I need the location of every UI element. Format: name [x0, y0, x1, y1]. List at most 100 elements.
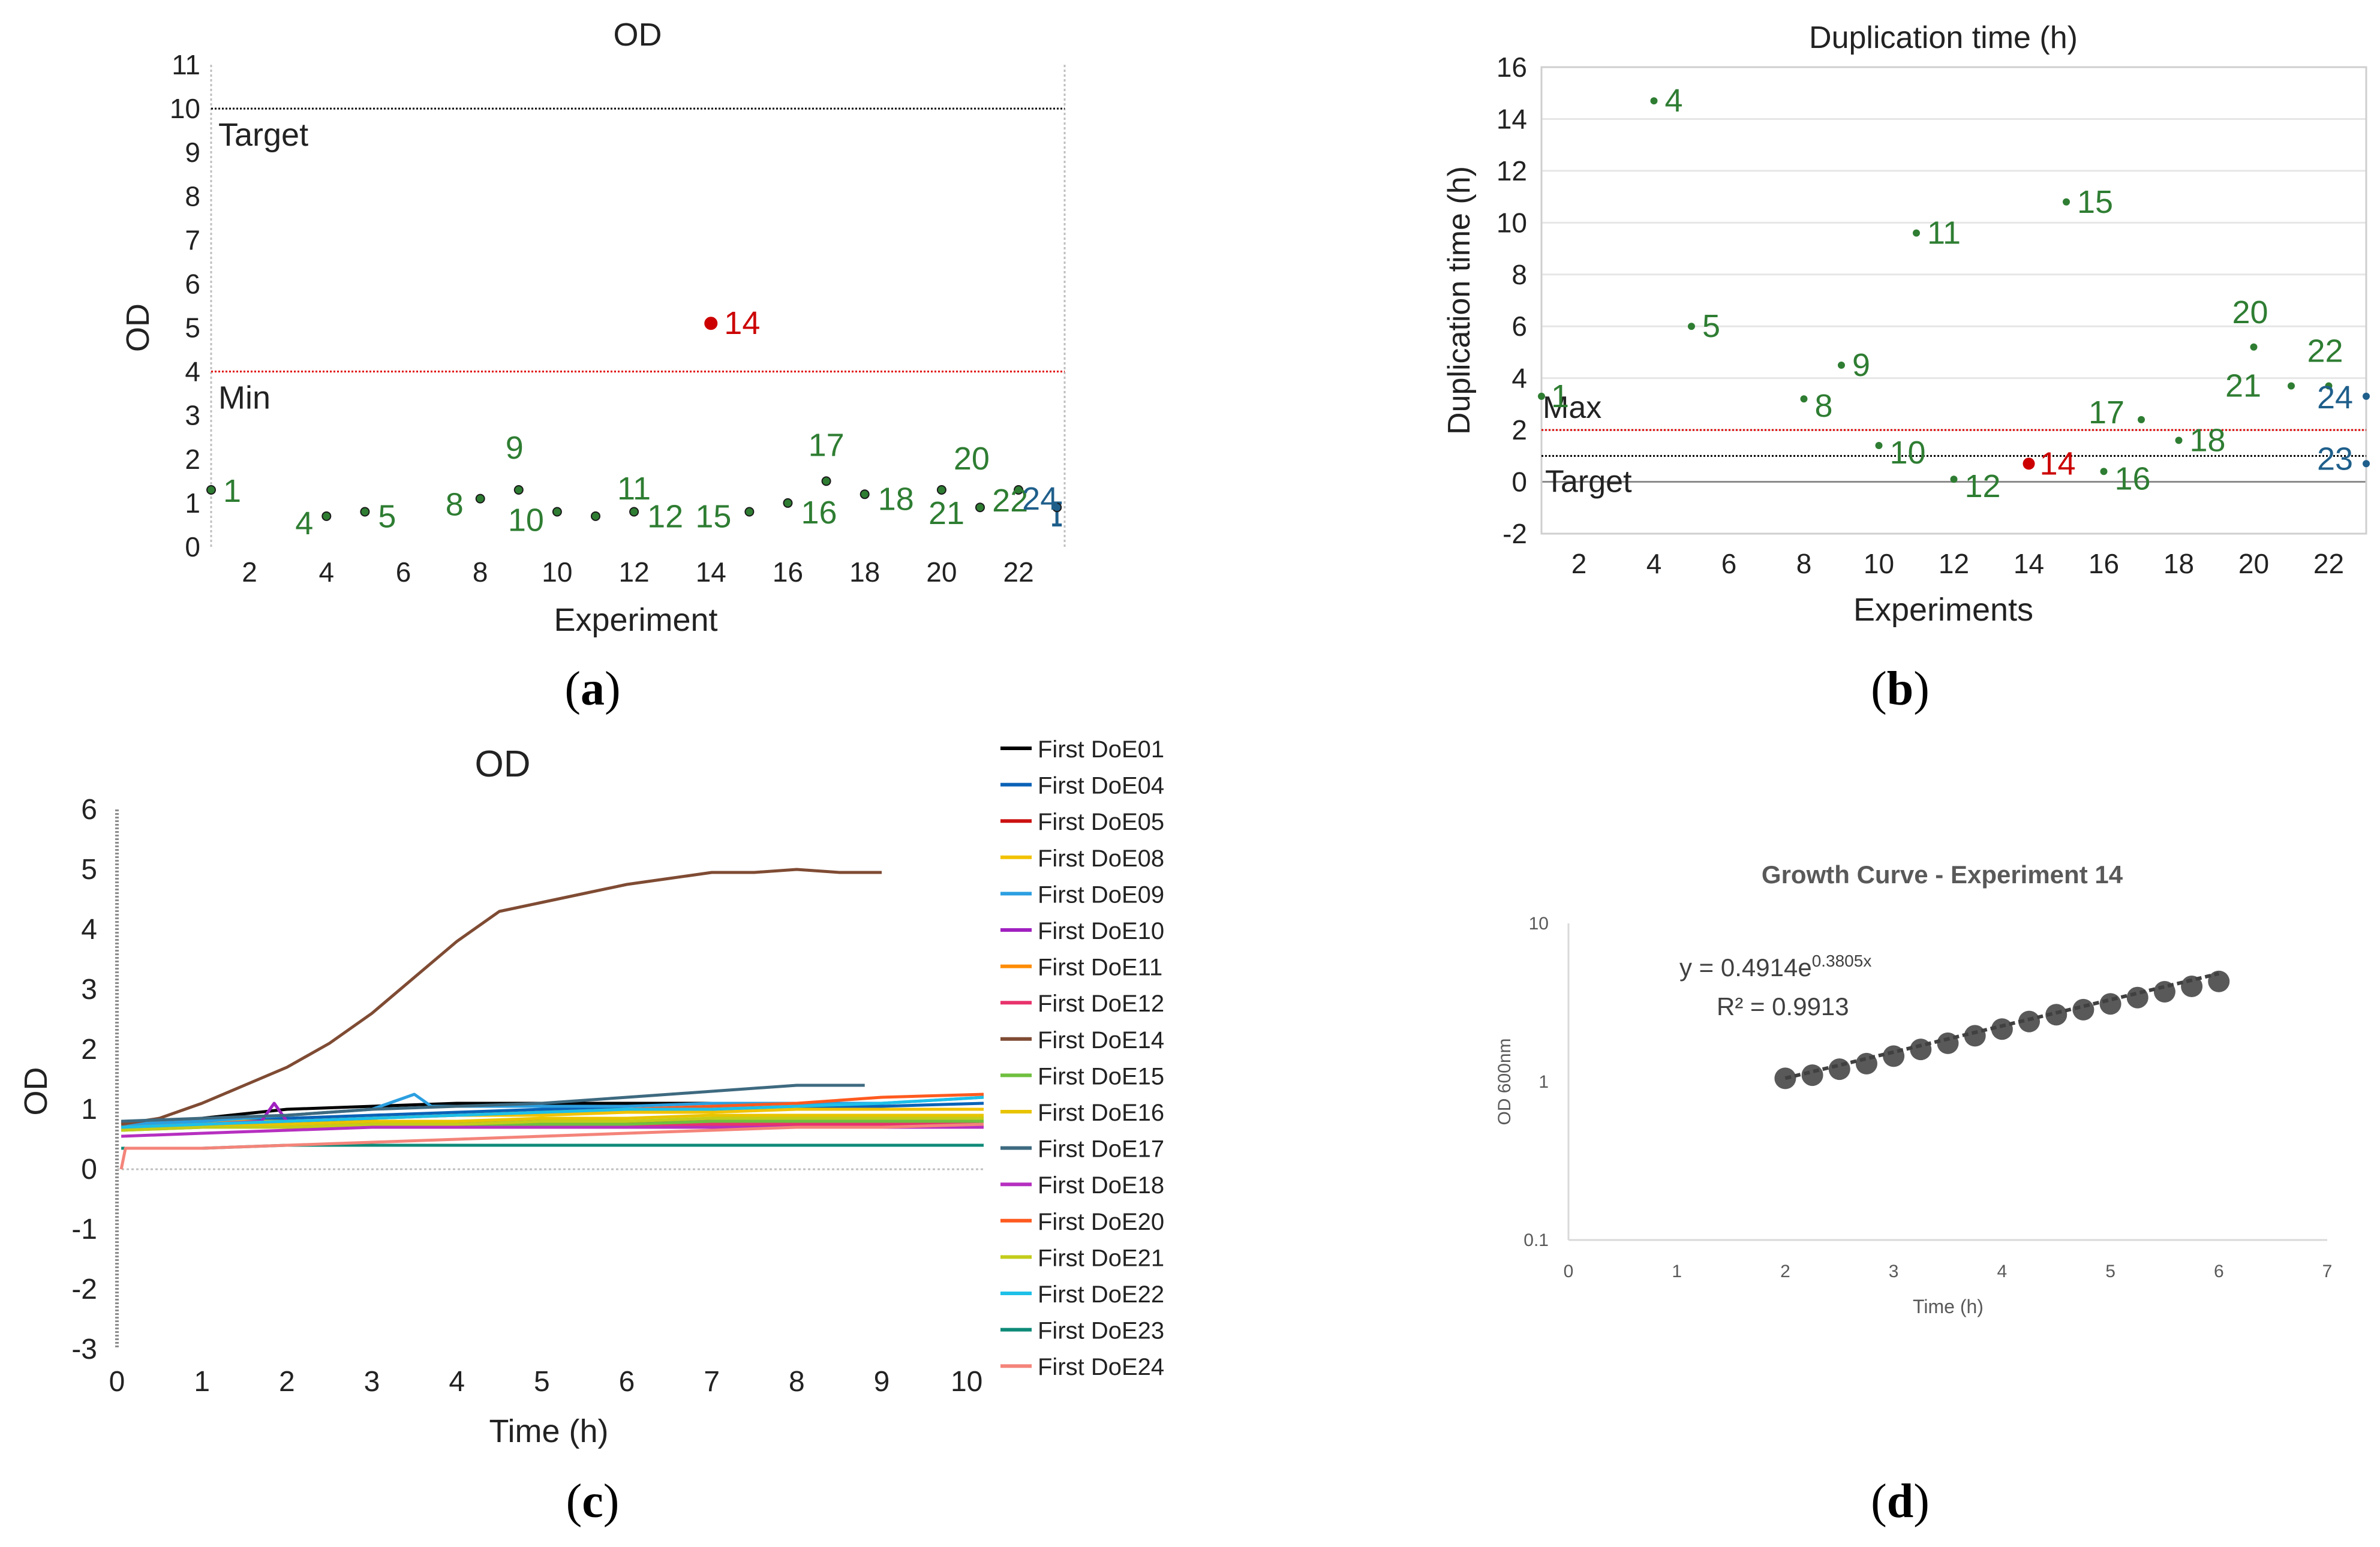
data-point: [704, 317, 718, 330]
legend-label: First DoE09: [1038, 881, 1164, 908]
y-tick-label: 0.1: [1523, 1230, 1549, 1250]
plot-frame: [1540, 66, 2367, 535]
y-tick-label: 4: [185, 356, 200, 387]
data-point: [2099, 993, 2121, 1015]
x-tick-label: 2: [279, 1366, 295, 1398]
x-tick-label: 7: [2322, 1262, 2333, 1281]
x-tick-label: 18: [849, 556, 880, 588]
x-tick-label: 2: [242, 556, 257, 588]
chart-title: Duplication time (h): [1809, 20, 2078, 55]
y-tick-label: 2: [1511, 414, 1527, 446]
x-tick-label: 4: [1646, 548, 1662, 579]
legend-label: First DoE05: [1038, 809, 1164, 835]
y-axis-label: OD: [120, 303, 156, 352]
point-label: 21: [2225, 368, 2261, 404]
data-point: [2208, 970, 2230, 992]
point-label: 21: [928, 495, 964, 531]
point-label: 23: [2317, 441, 2353, 477]
data-point: [1964, 1025, 1986, 1047]
x-tick-label: 6: [619, 1366, 635, 1398]
x-tick-label: 2: [1571, 548, 1587, 579]
point-label: 15: [2077, 184, 2113, 220]
y-tick-label: 10: [1529, 914, 1549, 934]
data-point: [2018, 1010, 2041, 1033]
data-point: [321, 511, 332, 521]
x-tick-label: 9: [874, 1366, 890, 1398]
series-line: [121, 1116, 984, 1132]
x-tick-label: 6: [396, 556, 411, 588]
data-point: [2045, 1004, 2068, 1026]
legend-label: First DoE08: [1038, 845, 1164, 872]
legend-label: First DoE17: [1038, 1136, 1164, 1163]
data-point: [744, 507, 755, 517]
x-tick-label: 10: [1864, 548, 1894, 579]
y-tick-label: 16: [1496, 52, 1527, 83]
y-tick-label: 0: [185, 531, 200, 562]
data-point: [975, 502, 985, 513]
data-point: [2288, 382, 2295, 390]
y-tick-label: -1: [71, 1214, 97, 1245]
data-point: [590, 511, 600, 521]
legend-label: First DoE16: [1038, 1100, 1164, 1126]
point-label: 8: [1815, 388, 1833, 424]
y-tick-label: 2: [81, 1034, 97, 1066]
data-point: [2175, 437, 2183, 444]
od-time-course-chart: -3 -2 -1 0 1 2 3 4 5 6 0 1 2 3 4 5 6 7 8 9 10 OD Time (h) OD Fir…: [18, 736, 1164, 1449]
point-label: 24: [2317, 380, 2353, 416]
data-point: [2100, 468, 2108, 475]
legend-label: First DoE14: [1038, 1027, 1164, 1054]
y-tick-label: 1: [81, 1094, 97, 1125]
y-tick-label: 2: [185, 444, 200, 475]
x-tick-label: 16: [2088, 548, 2119, 579]
x-tick-label: 3: [1889, 1262, 1899, 1281]
legend-label: First DoE11: [1038, 955, 1162, 981]
reference-line-label: Target: [1545, 464, 1632, 499]
legend-label: First DoE24: [1038, 1354, 1164, 1380]
point-label: 10: [508, 502, 544, 538]
x-tick-label: 0: [1564, 1262, 1574, 1281]
x-tick-label: 5: [2105, 1262, 2115, 1281]
x-tick-label: 8: [1796, 548, 1812, 579]
data-point: [2325, 382, 2333, 390]
data-point: [1774, 1067, 1796, 1089]
x-tick-label: 12: [619, 556, 650, 588]
legend-label: First DoE20: [1038, 1209, 1164, 1235]
point-label: 20: [2232, 294, 2268, 330]
y-tick-label: 10: [170, 93, 200, 124]
x-tick-label: 6: [1721, 548, 1737, 579]
reference-line-label: Target: [218, 117, 308, 153]
y-tick-label: 4: [1511, 363, 1527, 394]
point-label: 24: [1022, 481, 1058, 517]
y-tick-label: 7: [185, 224, 200, 255]
y-tick-label: 4: [81, 914, 97, 946]
point-label: 17: [2088, 395, 2124, 431]
y-tick-label: 8: [1511, 259, 1527, 290]
data-point: [1913, 229, 1920, 237]
y-tick-label: 6: [185, 268, 200, 299]
y-tick-label: -2: [71, 1274, 97, 1305]
data-point: [1800, 395, 1808, 403]
point-label: 20: [954, 441, 990, 477]
x-tick-label: 10: [542, 556, 572, 588]
equation-exponent: 0.3805x: [1812, 952, 1872, 970]
x-tick-label: 22: [1003, 556, 1033, 588]
panel-label-d: (d): [1871, 1475, 1930, 1528]
y-tick-label: 6: [1511, 311, 1527, 342]
x-tick-label: 14: [696, 556, 726, 588]
data-point: [1838, 362, 1845, 369]
point-label: 16: [2115, 461, 2151, 496]
panel-label-c: (c): [566, 1475, 620, 1528]
point-label: 15: [695, 499, 731, 535]
point-label: 14: [724, 305, 760, 341]
legend-label: First DoE18: [1038, 1172, 1164, 1199]
data-point: [1991, 1018, 2013, 1040]
r-squared: R² = 0.9913: [1717, 992, 1849, 1021]
data-point: [1052, 502, 1062, 513]
chart-title: OD: [475, 744, 531, 785]
y-tick-label: 1: [1538, 1072, 1549, 1092]
x-axis-label: Experiment: [554, 602, 717, 638]
point-label: 1: [223, 473, 241, 509]
y-tick-label: -2: [1502, 518, 1527, 549]
